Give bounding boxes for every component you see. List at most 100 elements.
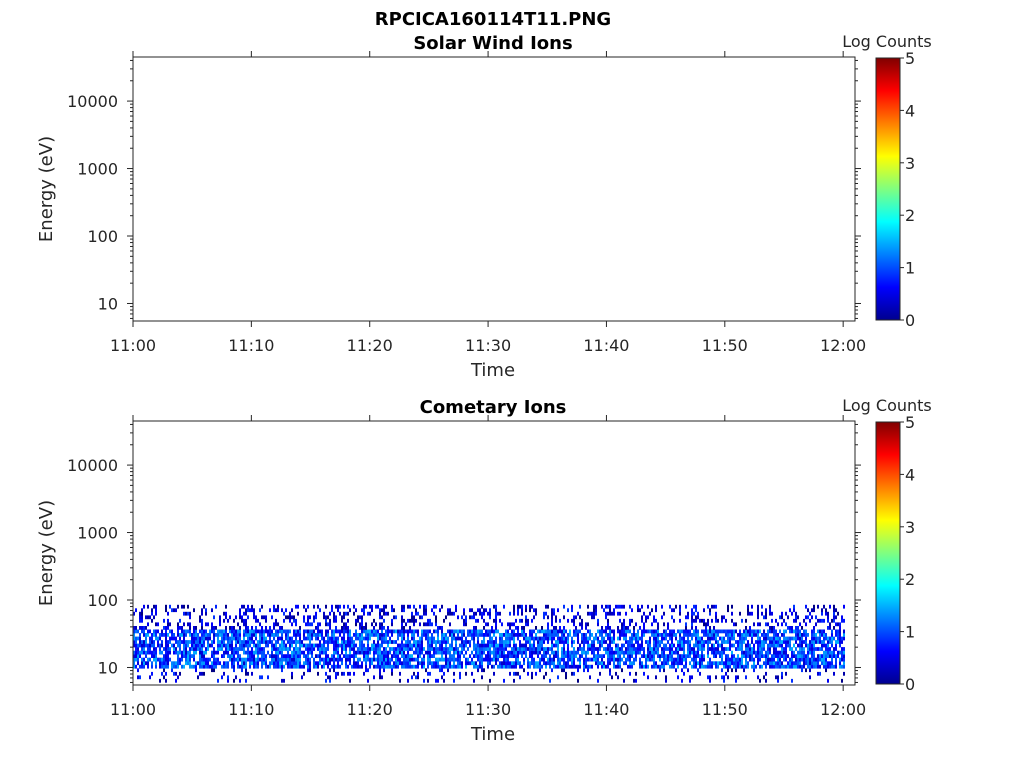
heatmap-cell: [563, 657, 565, 662]
heatmap-cell: [729, 657, 731, 662]
heatmap-cell: [613, 629, 615, 634]
heatmap-cell: [603, 636, 605, 641]
heatmap-cell: [573, 657, 575, 662]
heatmap-cell: [831, 650, 833, 655]
heatmap-cell: [289, 615, 291, 620]
x-tick-label: 11:30: [465, 336, 511, 355]
heatmap-cell: [741, 661, 743, 666]
heatmap-cell: [347, 618, 349, 623]
heatmap-cell: [495, 626, 497, 630]
heatmap-cell: [631, 647, 633, 651]
heatmap-cell: [185, 633, 187, 637]
heatmap-cell: [707, 650, 709, 655]
heatmap-cell: [429, 622, 431, 627]
heatmap-cell: [731, 604, 733, 609]
heatmap-cell: [683, 671, 685, 676]
heatmap-cell: [517, 629, 519, 634]
heatmap-cell: [513, 633, 515, 637]
heatmap-cell: [165, 604, 167, 609]
heatmap-cell: [331, 604, 333, 609]
heatmap-cell: [811, 615, 813, 620]
heatmap-cell: [543, 640, 545, 644]
heatmap-cell: [645, 629, 647, 634]
heatmap-cell: [755, 633, 757, 637]
heatmap-cell: [823, 661, 825, 666]
heatmap-cell: [561, 640, 563, 644]
heatmap-cell: [477, 643, 479, 648]
heatmap-cell: [679, 604, 681, 609]
heatmap-cell: [245, 626, 247, 630]
heatmap-cell: [425, 611, 427, 616]
heatmap-cell: [365, 668, 367, 673]
heatmap-cell: [553, 626, 555, 630]
heatmap-cell: [357, 664, 359, 669]
heatmap-cell: [411, 647, 413, 651]
heatmap-cell: [629, 629, 631, 634]
heatmap-cell: [369, 650, 371, 655]
heatmap-cell: [137, 675, 139, 680]
heatmap-cell: [351, 640, 353, 644]
heatmap-cell: [457, 633, 459, 637]
heatmap-cell: [227, 664, 229, 669]
heatmap-cell: [753, 661, 755, 666]
heatmap-cell: [551, 622, 553, 627]
heatmap-cell: [181, 629, 183, 634]
heatmap-cell: [377, 650, 379, 655]
heatmap-cell: [593, 647, 595, 651]
heatmap-cell: [675, 661, 677, 666]
heatmap-cell: [189, 664, 191, 669]
heatmap-cell: [355, 618, 357, 623]
heatmap-cell: [211, 629, 213, 634]
heatmap-cell: [255, 647, 257, 651]
heatmap-cell: [221, 675, 223, 680]
heatmap-cell: [831, 643, 833, 648]
heatmap-cell: [621, 604, 623, 609]
heatmap-cell: [299, 657, 301, 662]
heatmap-cell: [639, 661, 641, 666]
heatmap-cell: [595, 608, 597, 613]
heatmap-cell: [725, 618, 727, 623]
heatmap-cell: [333, 615, 335, 620]
heatmap-cell: [423, 661, 425, 666]
heatmap-cell: [435, 664, 437, 669]
heatmap-cell: [521, 650, 523, 655]
heatmap-cell: [233, 633, 235, 637]
heatmap-cell: [489, 657, 491, 662]
heatmap-cell: [561, 664, 563, 669]
heatmap-cell: [231, 626, 233, 630]
heatmap-cell: [545, 611, 547, 616]
heatmap-cell: [573, 640, 575, 644]
heatmap-cell: [243, 657, 245, 662]
heatmap-cell: [303, 671, 305, 676]
heatmap-cell: [587, 636, 589, 641]
heatmap-cell: [417, 633, 419, 637]
heatmap-cell: [623, 626, 625, 630]
heatmap-cell: [801, 657, 803, 662]
heatmap-cell: [211, 668, 213, 673]
heatmap-cell: [357, 633, 359, 637]
heatmap-cell: [227, 647, 229, 651]
heatmap-cell: [153, 657, 155, 662]
heatmap-cell: [727, 661, 729, 666]
heatmap-cell: [717, 640, 719, 644]
heatmap-cell: [465, 622, 467, 627]
heatmap-cell: [449, 633, 451, 637]
heatmap-cell: [591, 664, 593, 669]
heatmap-cell: [763, 640, 765, 644]
heatmap-cell: [329, 611, 331, 616]
heatmap-cell: [259, 608, 261, 613]
heatmap-cell: [241, 668, 243, 673]
heatmap-cell: [371, 622, 373, 627]
heatmap-cell: [335, 647, 337, 651]
heatmap-cell: [697, 633, 699, 637]
heatmap-cell: [807, 615, 809, 620]
heatmap-cell: [337, 661, 339, 666]
heatmap-cell: [261, 615, 263, 620]
heatmap-cell: [517, 608, 519, 613]
heatmap-cell: [195, 640, 197, 644]
heatmap-cell: [273, 608, 275, 613]
heatmap-cell: [673, 661, 675, 666]
heatmap-cell: [529, 608, 531, 613]
heatmap-cell: [185, 661, 187, 666]
heatmap-cell: [579, 664, 581, 669]
